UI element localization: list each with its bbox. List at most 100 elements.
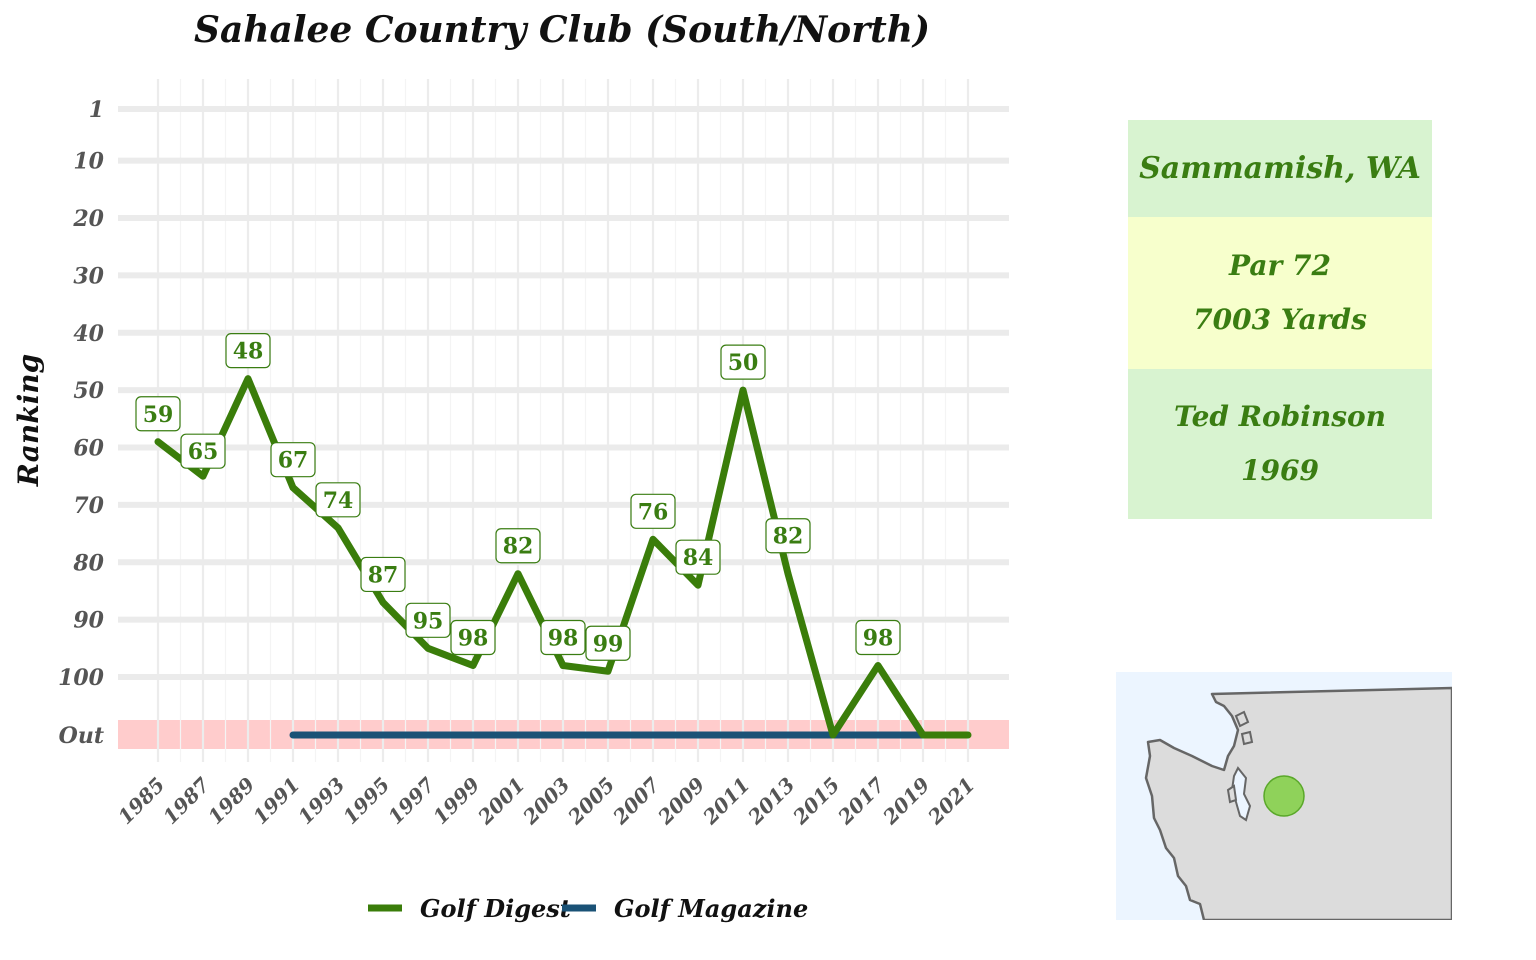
data-label-text: 84 — [683, 545, 714, 571]
y-tick-label: 50 — [73, 378, 104, 404]
legend-label: Golf Digest — [420, 894, 571, 923]
data-labels: 59 65 48 67 74 87 95 98 82 98 99 76 84 50 82 98 — [135, 333, 901, 661]
y-tick-label: 40 — [73, 321, 104, 347]
data-label-text: 67 — [278, 448, 309, 474]
data-label-box — [315, 482, 361, 518]
x-tick-label: 2001 — [472, 773, 529, 830]
data-label: 74 — [315, 482, 361, 518]
data-label-box — [360, 556, 406, 593]
course-stats-cell: Par 72 7003 Yards — [1128, 217, 1432, 369]
data-label: 50 — [720, 344, 766, 380]
legend: Golf Digest Golf Magazine — [368, 894, 808, 923]
location-cell: Sammamish, WA — [1128, 120, 1432, 217]
data-label: 99 — [585, 625, 631, 661]
series — [154, 375, 972, 739]
chart-title: Sahalee Country Club (South/North) — [194, 9, 930, 51]
data-label-text: 48 — [233, 339, 264, 365]
data-label: 82 — [495, 528, 541, 564]
y-tick-label: 60 — [73, 436, 104, 462]
x-tick-label: 2009 — [652, 773, 709, 830]
state-map — [1144, 686, 1452, 920]
x-tick-label: 1997 — [383, 773, 439, 829]
location-text: Sammamish, WA — [1139, 151, 1421, 186]
data-label: 98 — [540, 619, 586, 656]
series-line-golf-digest — [154, 375, 972, 739]
y-axis-title: Ranking — [12, 354, 45, 487]
y-tick-label: 70 — [73, 493, 104, 519]
data-label: 48 — [225, 333, 271, 369]
data-label-text: 76 — [638, 499, 669, 525]
data-label: 98 — [450, 619, 496, 656]
data-label-box — [450, 619, 496, 656]
x-tick-label: 2017 — [832, 773, 889, 830]
data-label-box — [405, 602, 451, 638]
data-label-box — [135, 396, 181, 432]
architect-cell: Ted Robinson 1969 — [1128, 369, 1432, 519]
islands — [1226, 710, 1254, 804]
x-tick-label: 2015 — [787, 773, 844, 830]
data-label-text: 87 — [368, 562, 399, 588]
data-label: 87 — [360, 556, 406, 593]
x-tick-label: 2019 — [877, 773, 934, 830]
legend-label: Golf Magazine — [614, 894, 808, 923]
course-info-panel: Sammamish, WA Par 72 7003 Yards Ted Robi… — [1128, 120, 1432, 519]
y-axis: 1 10 20 30 40 50 60 70 80 90 100 Out — [58, 97, 105, 749]
data-label-text: 59 — [143, 402, 174, 428]
data-label-text: 82 — [773, 524, 804, 550]
data-label-text: 50 — [728, 350, 759, 376]
data-label-box — [495, 528, 541, 564]
y-tick-label: 20 — [72, 206, 104, 232]
x-tick-label: 1995 — [338, 773, 394, 829]
data-label-box — [585, 625, 631, 661]
x-tick-label: 1999 — [428, 773, 484, 829]
data-label-text: 98 — [458, 626, 489, 652]
data-label-box — [855, 619, 901, 656]
y-tick-label: Out — [59, 723, 104, 749]
y-tick-label: 80 — [72, 550, 104, 576]
data-label-text: 74 — [323, 488, 354, 514]
data-label: 82 — [765, 518, 811, 554]
data-label: 65 — [180, 433, 226, 469]
data-label-box — [675, 539, 721, 575]
data-label-box — [270, 442, 316, 478]
data-label-box — [765, 518, 811, 554]
x-tick-label: 1991 — [248, 773, 304, 829]
y-tick-label: 30 — [73, 263, 104, 289]
x-tick-label: 2003 — [517, 773, 574, 830]
data-label: 67 — [270, 442, 316, 478]
x-tick-label: 1987 — [158, 773, 214, 829]
y-tick-label: 90 — [73, 608, 104, 634]
data-label-box — [540, 619, 586, 656]
x-tick-label: 2013 — [742, 773, 799, 830]
data-label-text: 98 — [548, 626, 579, 652]
x-tick-label: 1993 — [293, 773, 349, 829]
par-text: Par 72 — [1229, 249, 1331, 282]
year-text: 1969 — [1241, 454, 1319, 487]
data-label-text: 82 — [503, 534, 534, 560]
architect-text: Ted Robinson — [1173, 400, 1387, 433]
yards-text: 7003 Yards — [1193, 303, 1367, 336]
data-label-box — [180, 433, 226, 469]
data-label: 59 — [135, 396, 181, 432]
data-label-text: 99 — [593, 631, 624, 657]
data-label-text: 95 — [413, 608, 444, 634]
data-label: 84 — [675, 539, 721, 575]
y-tick-label: 100 — [58, 665, 105, 691]
x-axis: 1985198719891991199319951997199920012003… — [113, 773, 979, 830]
data-label: 98 — [855, 619, 901, 656]
x-tick-label: 1985 — [113, 773, 169, 829]
data-label-text: 98 — [863, 626, 894, 652]
data-label-box — [720, 344, 766, 380]
x-tick-label: 2021 — [922, 773, 979, 830]
data-label-text: 65 — [188, 439, 219, 465]
x-tick-label: 2007 — [607, 773, 664, 830]
location-map — [1116, 672, 1452, 920]
location-marker — [1263, 775, 1305, 817]
data-label: 76 — [630, 493, 676, 529]
x-tick-label: 2011 — [697, 773, 754, 830]
x-tick-label: 1989 — [203, 773, 259, 829]
data-label-box — [630, 493, 676, 529]
data-label-box — [225, 333, 271, 369]
y-tick-label: 10 — [73, 149, 104, 175]
